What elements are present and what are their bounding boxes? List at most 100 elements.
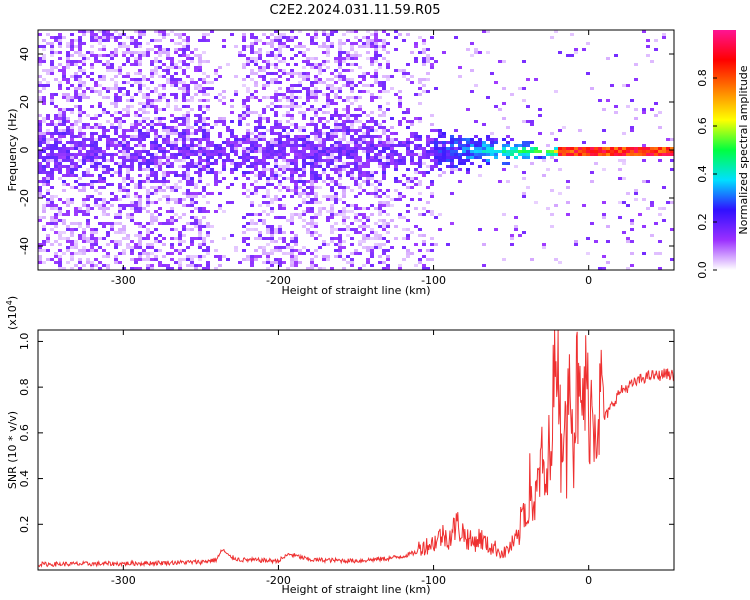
spectrogram-cell [322,123,326,126]
spectrogram-cell [194,114,198,117]
spectrogram-cell [310,189,314,192]
spectrogram-cell [310,171,314,174]
spectrogram-cell [354,30,358,33]
spectrogram-cell [350,126,354,129]
spectrogram-cell [642,150,646,153]
spectrogram-cell [38,57,42,60]
spectrogram-cell [218,264,222,267]
spectrogram-cell [174,117,178,120]
spectrogram-cell [494,138,498,141]
spectrogram-cell [106,243,110,246]
spectrogram-cell [90,267,94,270]
spectrogram-cell [286,78,290,81]
spectrogram-cell [174,72,178,75]
spectrogram-cell [518,150,522,153]
spectrogram-cell [202,60,206,63]
spectrogram-cell [322,51,326,54]
spectrogram-cell [566,54,570,57]
spectrogram-cell [282,207,286,210]
spectrogram-cell [118,204,122,207]
spectrogram-cell [466,108,470,111]
spectrogram-cell [66,147,70,150]
spectrogram-cell [394,162,398,165]
spectrogram-cell [182,141,186,144]
spectrogram-cell [266,267,270,270]
spectrogram-cell [590,153,594,156]
spectrogram-cell [426,165,430,168]
spectrogram-cell [114,87,118,90]
spectrogram-cell [218,66,222,69]
spectrogram-cell [378,141,382,144]
spectrogram-cell [198,60,202,63]
spectrogram-cell [290,264,294,267]
spectrogram-cell [114,147,118,150]
spectrogram-cell [118,252,122,255]
spectrogram-cell [250,93,254,96]
spectrogram-cell [58,159,62,162]
spectrogram-cell [438,132,442,135]
spectrogram-cell [226,129,230,132]
spectrogram-cell [138,120,142,123]
spectrogram-cell [398,192,402,195]
spectrogram-cell [42,57,46,60]
spectrogram-cell [170,156,174,159]
spectrogram-cell [54,144,58,147]
spectrogram-cell [486,150,490,153]
spectrogram-cell [38,156,42,159]
spectrogram-cell [118,162,122,165]
spectrogram-cell [422,207,426,210]
spectrogram-cell [154,72,158,75]
spectrogram-cell [42,228,46,231]
spectrogram-cell [450,222,454,225]
spectrogram-cell [282,129,286,132]
spectrogram-cell [178,252,182,255]
spectrogram-cell [90,36,94,39]
spectrogram-cell [74,141,78,144]
spectrogram-cell [598,153,602,156]
spectrogram-cell [306,195,310,198]
spectrogram-cell [286,36,290,39]
spectrogram-cell [298,84,302,87]
spectrogram-cell [166,201,170,204]
snr-xtick-label: -200 [266,574,291,587]
spectrogram-cell [174,186,178,189]
spectrogram-cell [66,78,70,81]
spectrogram-cell [162,141,166,144]
spectrogram-cell [238,54,242,57]
spectrogram-cell [78,153,82,156]
spectrogram-cell [198,243,202,246]
spectrogram-cell [62,132,66,135]
spectrogram-cell [186,264,190,267]
spectrogram-cell [310,174,314,177]
spectrogram-cell [662,186,666,189]
spectrogram-cell [510,150,514,153]
spectrogram-cell [386,90,390,93]
spectrogram-cell [222,159,226,162]
spectrogram-cell [178,123,182,126]
spectrogram-cell [182,177,186,180]
spectrogram-cell [66,129,70,132]
spectrogram-cell [446,243,450,246]
spectrogram-cell [306,87,310,90]
spectrogram-cell [406,153,410,156]
spectrogram-cell [610,150,614,153]
spectrogram-cell [178,261,182,264]
spectrogram-cell [142,162,146,165]
spectrogram-cell [254,135,258,138]
spectrogram-cell [430,57,434,60]
spectrogram-cell [310,252,314,255]
spectrogram-cell [98,174,102,177]
spectrogram-cell [338,198,342,201]
spectrogram-cell [162,96,166,99]
spectrogram-cell [206,132,210,135]
spectrogram-cell [38,153,42,156]
spectrogram-cell [74,162,78,165]
spectrogram-cell [54,168,58,171]
spectrogram-cell [110,126,114,129]
spectrogram-cell [350,135,354,138]
spectrogram-cell [174,228,178,231]
spectrogram-cell [94,57,98,60]
spectrogram-cell [82,60,86,63]
spectrogram-cell [178,147,182,150]
spectrogram-cell [178,138,182,141]
